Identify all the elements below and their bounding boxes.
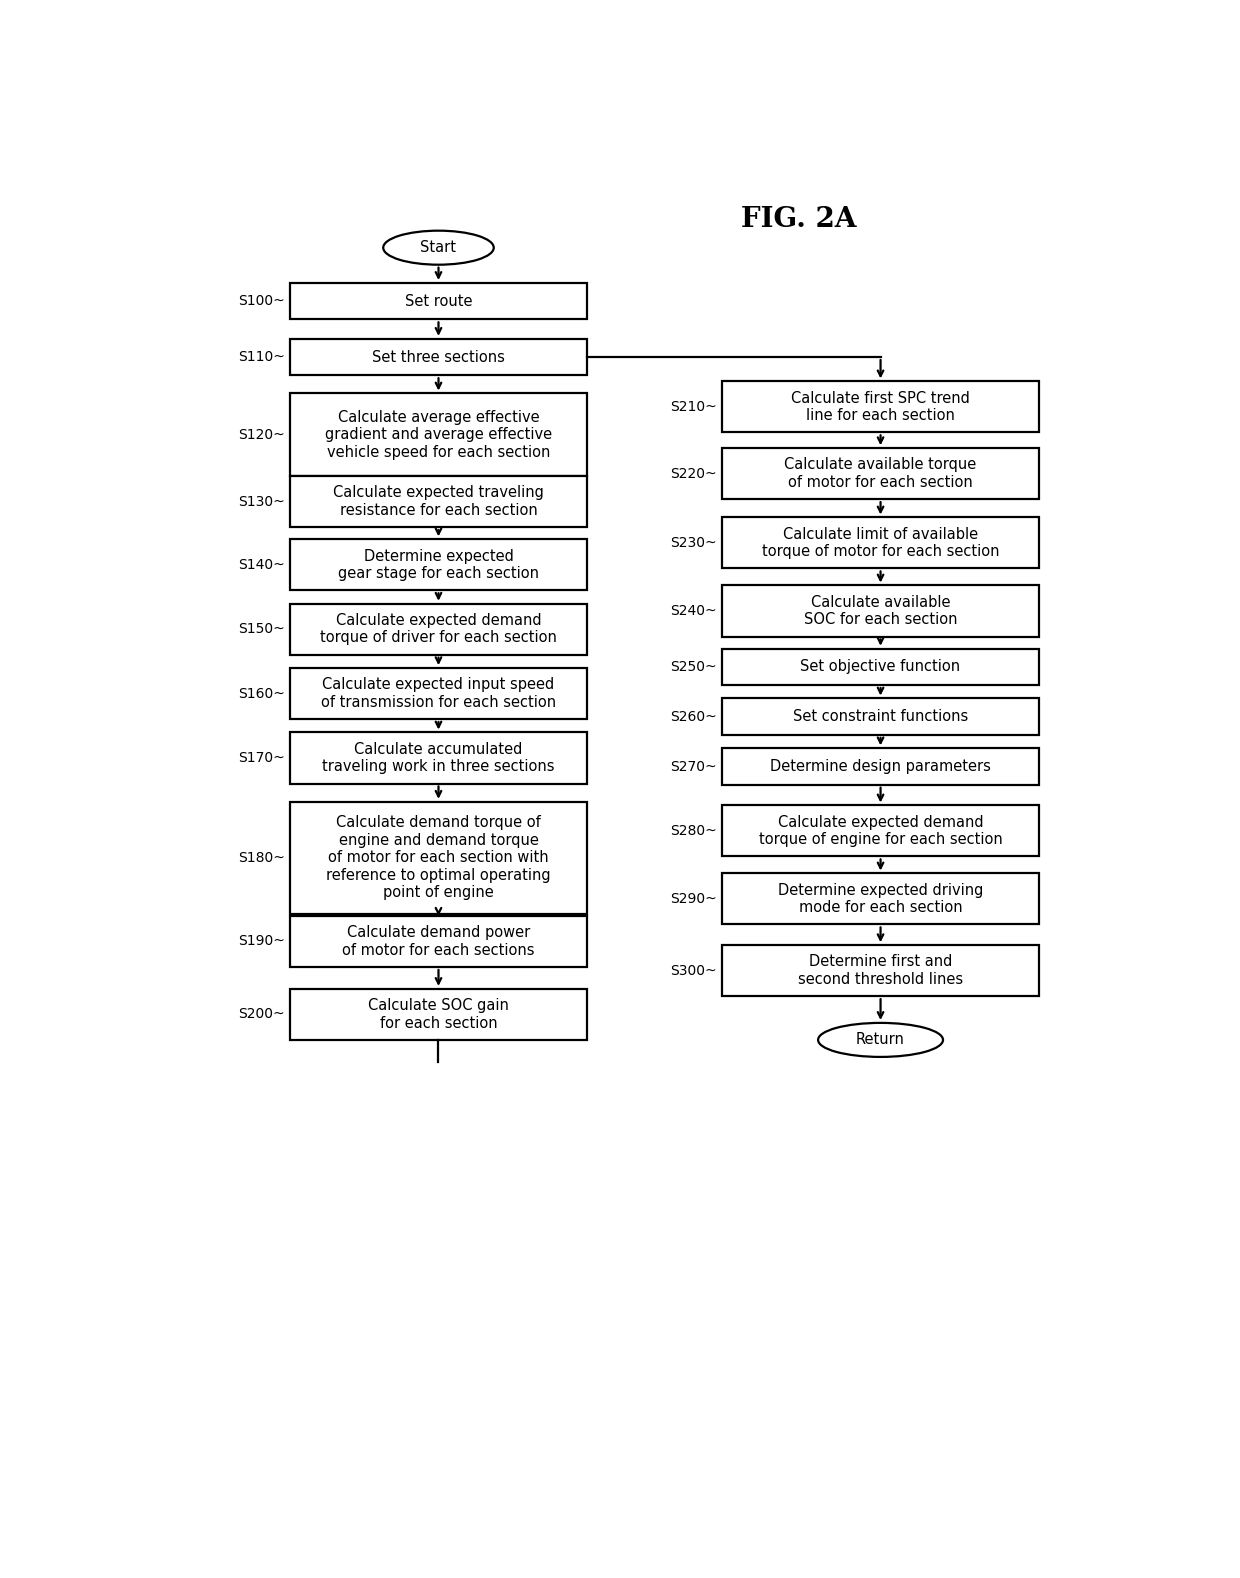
Ellipse shape: [818, 1023, 942, 1057]
FancyBboxPatch shape: [289, 802, 588, 914]
FancyBboxPatch shape: [722, 805, 1039, 857]
Text: S240~: S240~: [671, 604, 717, 619]
Text: S290~: S290~: [671, 892, 717, 906]
Text: S280~: S280~: [671, 824, 717, 838]
Text: Determine first and
second threshold lines: Determine first and second threshold lin…: [799, 955, 963, 986]
FancyBboxPatch shape: [722, 585, 1039, 636]
Text: S160~: S160~: [238, 686, 285, 701]
Text: Calculate demand torque of
engine and demand torque
of motor for each section wi: Calculate demand torque of engine and de…: [326, 816, 551, 899]
FancyBboxPatch shape: [289, 393, 588, 477]
FancyBboxPatch shape: [289, 604, 588, 655]
Text: S210~: S210~: [671, 399, 717, 413]
Text: Calculate first SPC trend
line for each section: Calculate first SPC trend line for each …: [791, 391, 970, 423]
Text: S110~: S110~: [238, 350, 285, 365]
Text: S150~: S150~: [238, 622, 285, 636]
Text: S130~: S130~: [238, 494, 285, 508]
Text: S230~: S230~: [671, 537, 717, 551]
FancyBboxPatch shape: [722, 448, 1039, 499]
Text: Determine expected
gear stage for each section: Determine expected gear stage for each s…: [339, 549, 539, 581]
Text: Set objective function: Set objective function: [801, 660, 961, 674]
FancyBboxPatch shape: [289, 477, 588, 527]
Text: Set three sections: Set three sections: [372, 350, 505, 365]
FancyBboxPatch shape: [289, 989, 588, 1040]
FancyBboxPatch shape: [289, 667, 588, 720]
FancyBboxPatch shape: [722, 874, 1039, 925]
Text: Calculate demand power
of motor for each sections: Calculate demand power of motor for each…: [342, 925, 534, 958]
Text: Set constraint functions: Set constraint functions: [792, 709, 968, 724]
FancyBboxPatch shape: [289, 282, 588, 319]
Text: Determine design parameters: Determine design parameters: [770, 759, 991, 775]
Text: S270~: S270~: [671, 759, 717, 773]
FancyBboxPatch shape: [722, 945, 1039, 996]
FancyBboxPatch shape: [289, 540, 588, 590]
Text: Calculate available torque
of motor for each section: Calculate available torque of motor for …: [785, 458, 977, 489]
Text: Calculate available
SOC for each section: Calculate available SOC for each section: [804, 595, 957, 626]
FancyBboxPatch shape: [722, 748, 1039, 784]
Text: S180~: S180~: [238, 851, 285, 865]
Text: Calculate SOC gain
for each section: Calculate SOC gain for each section: [368, 999, 508, 1030]
Text: S100~: S100~: [238, 294, 285, 308]
FancyBboxPatch shape: [722, 699, 1039, 735]
Text: Return: Return: [856, 1032, 905, 1048]
Text: S200~: S200~: [238, 1007, 285, 1021]
Text: Calculate expected demand
torque of driver for each section: Calculate expected demand torque of driv…: [320, 612, 557, 645]
FancyBboxPatch shape: [722, 649, 1039, 685]
Text: S220~: S220~: [671, 467, 717, 481]
Text: S260~: S260~: [671, 710, 717, 724]
FancyBboxPatch shape: [289, 339, 588, 376]
Text: S140~: S140~: [238, 557, 285, 571]
Text: S250~: S250~: [671, 660, 717, 674]
FancyBboxPatch shape: [722, 382, 1039, 432]
Text: Calculate average effective
gradient and average effective
vehicle speed for eac: Calculate average effective gradient and…: [325, 410, 552, 459]
Text: Calculate expected input speed
of transmission for each section: Calculate expected input speed of transm…: [321, 677, 556, 710]
FancyBboxPatch shape: [289, 732, 588, 784]
Text: Calculate expected traveling
resistance for each section: Calculate expected traveling resistance …: [334, 486, 544, 518]
Text: S120~: S120~: [238, 428, 285, 442]
Text: Calculate expected demand
torque of engine for each section: Calculate expected demand torque of engi…: [759, 814, 1002, 847]
Text: Calculate limit of available
torque of motor for each section: Calculate limit of available torque of m…: [761, 527, 999, 559]
Text: S170~: S170~: [238, 751, 285, 765]
FancyBboxPatch shape: [722, 518, 1039, 568]
Text: Start: Start: [420, 240, 456, 256]
Text: Set route: Set route: [404, 294, 472, 309]
FancyBboxPatch shape: [289, 915, 588, 967]
Ellipse shape: [383, 230, 494, 265]
Text: Calculate accumulated
traveling work in three sections: Calculate accumulated traveling work in …: [322, 742, 554, 775]
Text: Determine expected driving
mode for each section: Determine expected driving mode for each…: [777, 882, 983, 915]
Text: FIG. 2A: FIG. 2A: [742, 207, 857, 234]
Text: S300~: S300~: [671, 964, 717, 978]
Text: S190~: S190~: [238, 934, 285, 948]
